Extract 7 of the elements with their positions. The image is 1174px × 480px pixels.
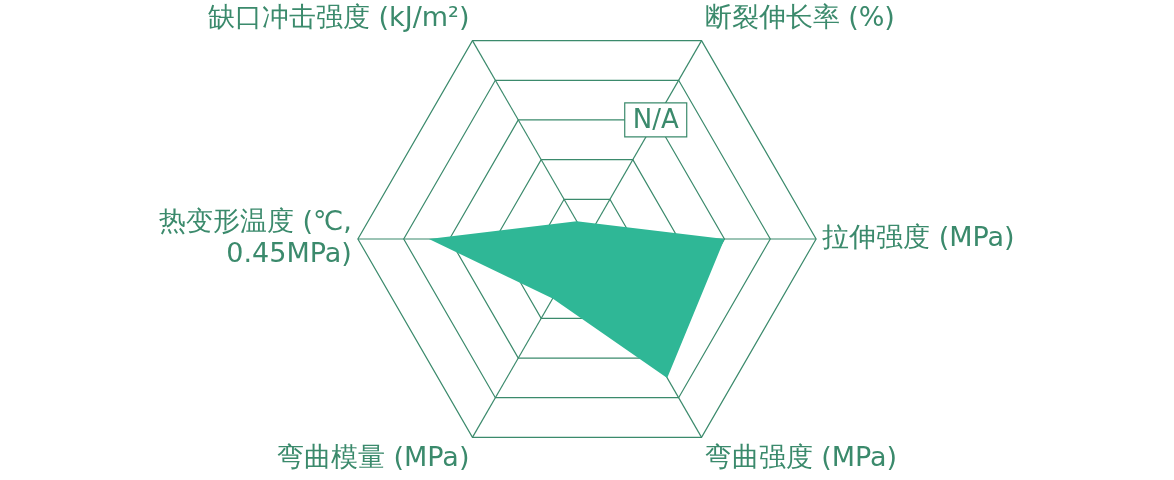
spoke-label: 弯曲强度 (MPa) xyxy=(704,440,898,472)
spoke-label: 弯曲模量 (MPa) xyxy=(276,440,470,472)
spoke-label: 拉伸强度 (MPa) xyxy=(822,221,1015,253)
spoke-label: 缺口冲击强度 (kJ/m²) xyxy=(207,1,470,33)
text: N/A xyxy=(632,103,679,134)
spoke-label: 断裂伸长率 (%) xyxy=(704,1,895,33)
spoke-label: 热变形温度 (℃, 0.45MPa) xyxy=(158,204,352,269)
